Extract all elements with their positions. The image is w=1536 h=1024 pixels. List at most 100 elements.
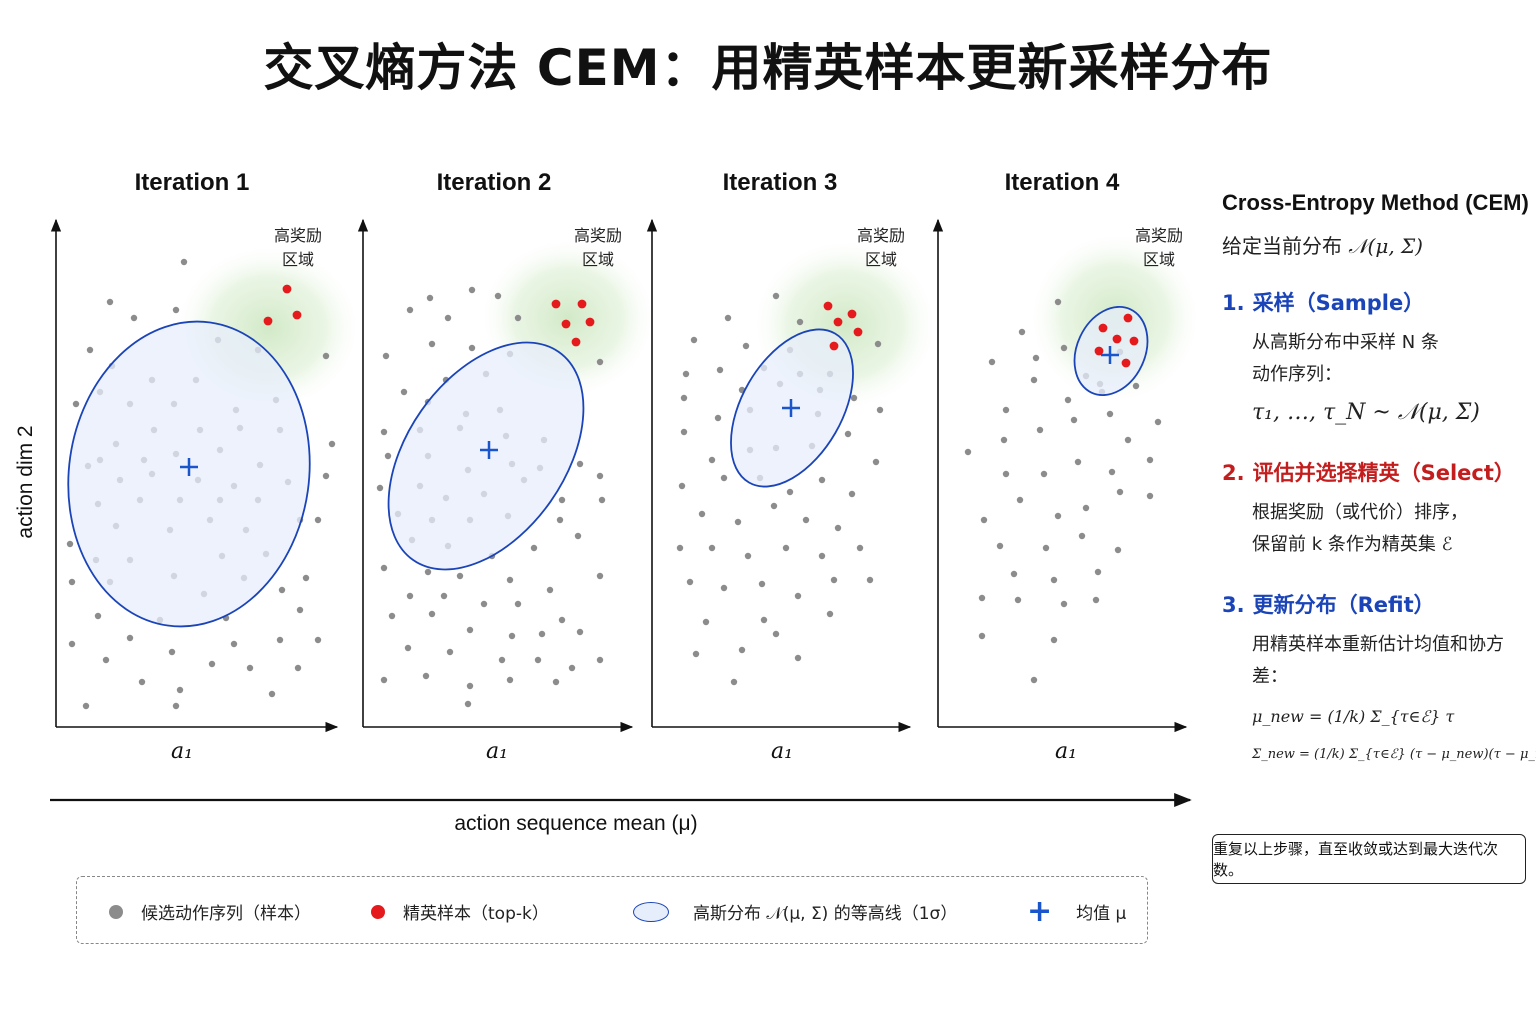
ellipse-icon (633, 901, 669, 922)
legend: 候选动作序列（样本） 精英样本（top-k） 高斯分布 𝒩(μ, Σ) 的等高线… (76, 876, 1148, 944)
candidate-sample (834, 524, 842, 532)
elite-samples (551, 299, 595, 347)
reward-region-label: 高奖励 (857, 226, 905, 245)
candidate-sample (508, 632, 516, 640)
candidate-sample (1078, 532, 1086, 540)
candidate-sample (68, 578, 76, 586)
candidate-sample (1116, 488, 1124, 496)
step-heading: 3. 更新分布（Refit） (1222, 589, 1532, 619)
candidate-sample (1030, 376, 1038, 384)
candidate-sample (1050, 636, 1058, 644)
candidate-sample (456, 572, 464, 580)
step-line: 用精英样本重新估计均值和协方差： (1252, 634, 1504, 687)
candidate-sample (818, 552, 826, 560)
reward-region-label: 高奖励 (1135, 226, 1183, 245)
candidate-sample (72, 400, 80, 408)
candidate-sample (742, 342, 750, 350)
x-axis-label: a₁ (1055, 739, 1077, 764)
candidate-sample (720, 584, 728, 592)
elite-samples (263, 284, 302, 326)
candidate-sample (1054, 298, 1062, 306)
legend-mean-label: 均值 μ (1076, 904, 1127, 924)
reward-region-label: 区域 (1143, 250, 1175, 269)
x-axis-label: a₁ (171, 739, 193, 764)
candidate-sample (1060, 344, 1068, 352)
candidate-sample (692, 650, 700, 658)
step-body: 用精英样本重新估计均值和协方差： μ_new = (1/k) Σ_{τ∈ℰ} τ… (1222, 629, 1536, 771)
iteration-title: Iteration 1 (135, 169, 250, 196)
candidate-sample (680, 394, 688, 402)
iteration-title: Iteration 3 (723, 169, 838, 196)
cem-subtitle-math: 𝒩(μ, Σ) (1348, 234, 1423, 258)
candidate-sample (1082, 504, 1090, 512)
elite-sample (577, 299, 587, 309)
candidate-sample (856, 544, 864, 552)
candidate-sample (1094, 568, 1102, 576)
step-line: 根据奖励（或代价）排序， (1252, 502, 1468, 523)
red-dot-icon (371, 904, 385, 919)
legend-gaussian: 高斯分布 𝒩(μ, Σ) 的等高线（1σ） (633, 899, 957, 924)
candidate-sample (514, 314, 522, 322)
candidate-sample (1154, 418, 1162, 426)
candidate-sample (506, 676, 514, 684)
candidate-sample (294, 664, 302, 672)
elite-sample (263, 316, 273, 326)
candidate-sample (530, 544, 538, 552)
candidate-sample (400, 388, 408, 396)
candidate-sample (1030, 676, 1038, 684)
candidate-sample (406, 306, 414, 314)
candidate-sample (716, 366, 724, 374)
candidate-sample (426, 294, 434, 302)
candidate-sample (1114, 546, 1122, 554)
elite-sample (292, 310, 302, 320)
elite-sample (1129, 336, 1139, 346)
candidate-sample (758, 580, 766, 588)
candidate-sample (1060, 600, 1068, 608)
candidate-sample (598, 496, 606, 504)
candidate-sample (86, 346, 94, 354)
legend-candidate-label: 候选动作序列（样本） (141, 904, 311, 924)
candidate-sample (1132, 382, 1140, 390)
step-refit: 3. 更新分布（Refit） 用精英样本重新估计均值和协方差： μ_new = (… (1222, 589, 1536, 771)
elite-sample (853, 327, 863, 337)
legend-elite-label: 精英样本（top-k） (403, 904, 549, 924)
candidate-sample (440, 592, 448, 600)
candidate-sample (278, 586, 286, 594)
mean-marker (180, 458, 198, 476)
candidate-sample (714, 414, 722, 422)
candidate-sample (494, 292, 502, 300)
candidate-sample (596, 656, 604, 664)
plus-icon: + (1027, 893, 1053, 929)
step-label: 更新分布（Refit） (1252, 593, 1435, 617)
candidate-sample (708, 456, 716, 464)
elite-sample (823, 301, 833, 311)
gaussian-contour (387, 341, 585, 571)
candidate-sample (724, 314, 732, 322)
candidate-sample (466, 626, 474, 634)
candidate-sample (794, 654, 802, 662)
step-line: 动作序列： (1252, 364, 1342, 385)
elite-samples (1094, 313, 1139, 368)
sample-formula: τ₁, …, τ_N ~ 𝒩(μ, Σ) (1252, 400, 1480, 425)
candidate-sample (428, 340, 436, 348)
candidate-sample (874, 340, 882, 348)
candidate-sample (380, 564, 388, 572)
candidate-sample (978, 594, 986, 602)
candidate-sample (848, 490, 856, 498)
candidate-sample (546, 586, 554, 594)
cem-subtitle: 给定当前分布 𝒩(μ, Σ) (1222, 230, 1532, 259)
candidate-sample (1036, 426, 1044, 434)
candidate-sample (772, 292, 780, 300)
step-number: 1. (1222, 291, 1245, 315)
candidate-sample (702, 618, 710, 626)
candidate-sample (830, 576, 838, 584)
candidate-sample (1064, 396, 1072, 404)
candidate-sample (1016, 496, 1024, 504)
candidate-sample (68, 640, 76, 648)
x-axis-label: a₁ (771, 739, 793, 764)
candidate-sample (1042, 544, 1050, 552)
candidate-sample (172, 306, 180, 314)
mean-update-formula: μ_new = (1/k) Σ_{τ∈ℰ} τ (1252, 707, 1455, 726)
candidate-sample (466, 682, 474, 690)
step-label: 评估并选择精英（Select） (1252, 461, 1515, 485)
